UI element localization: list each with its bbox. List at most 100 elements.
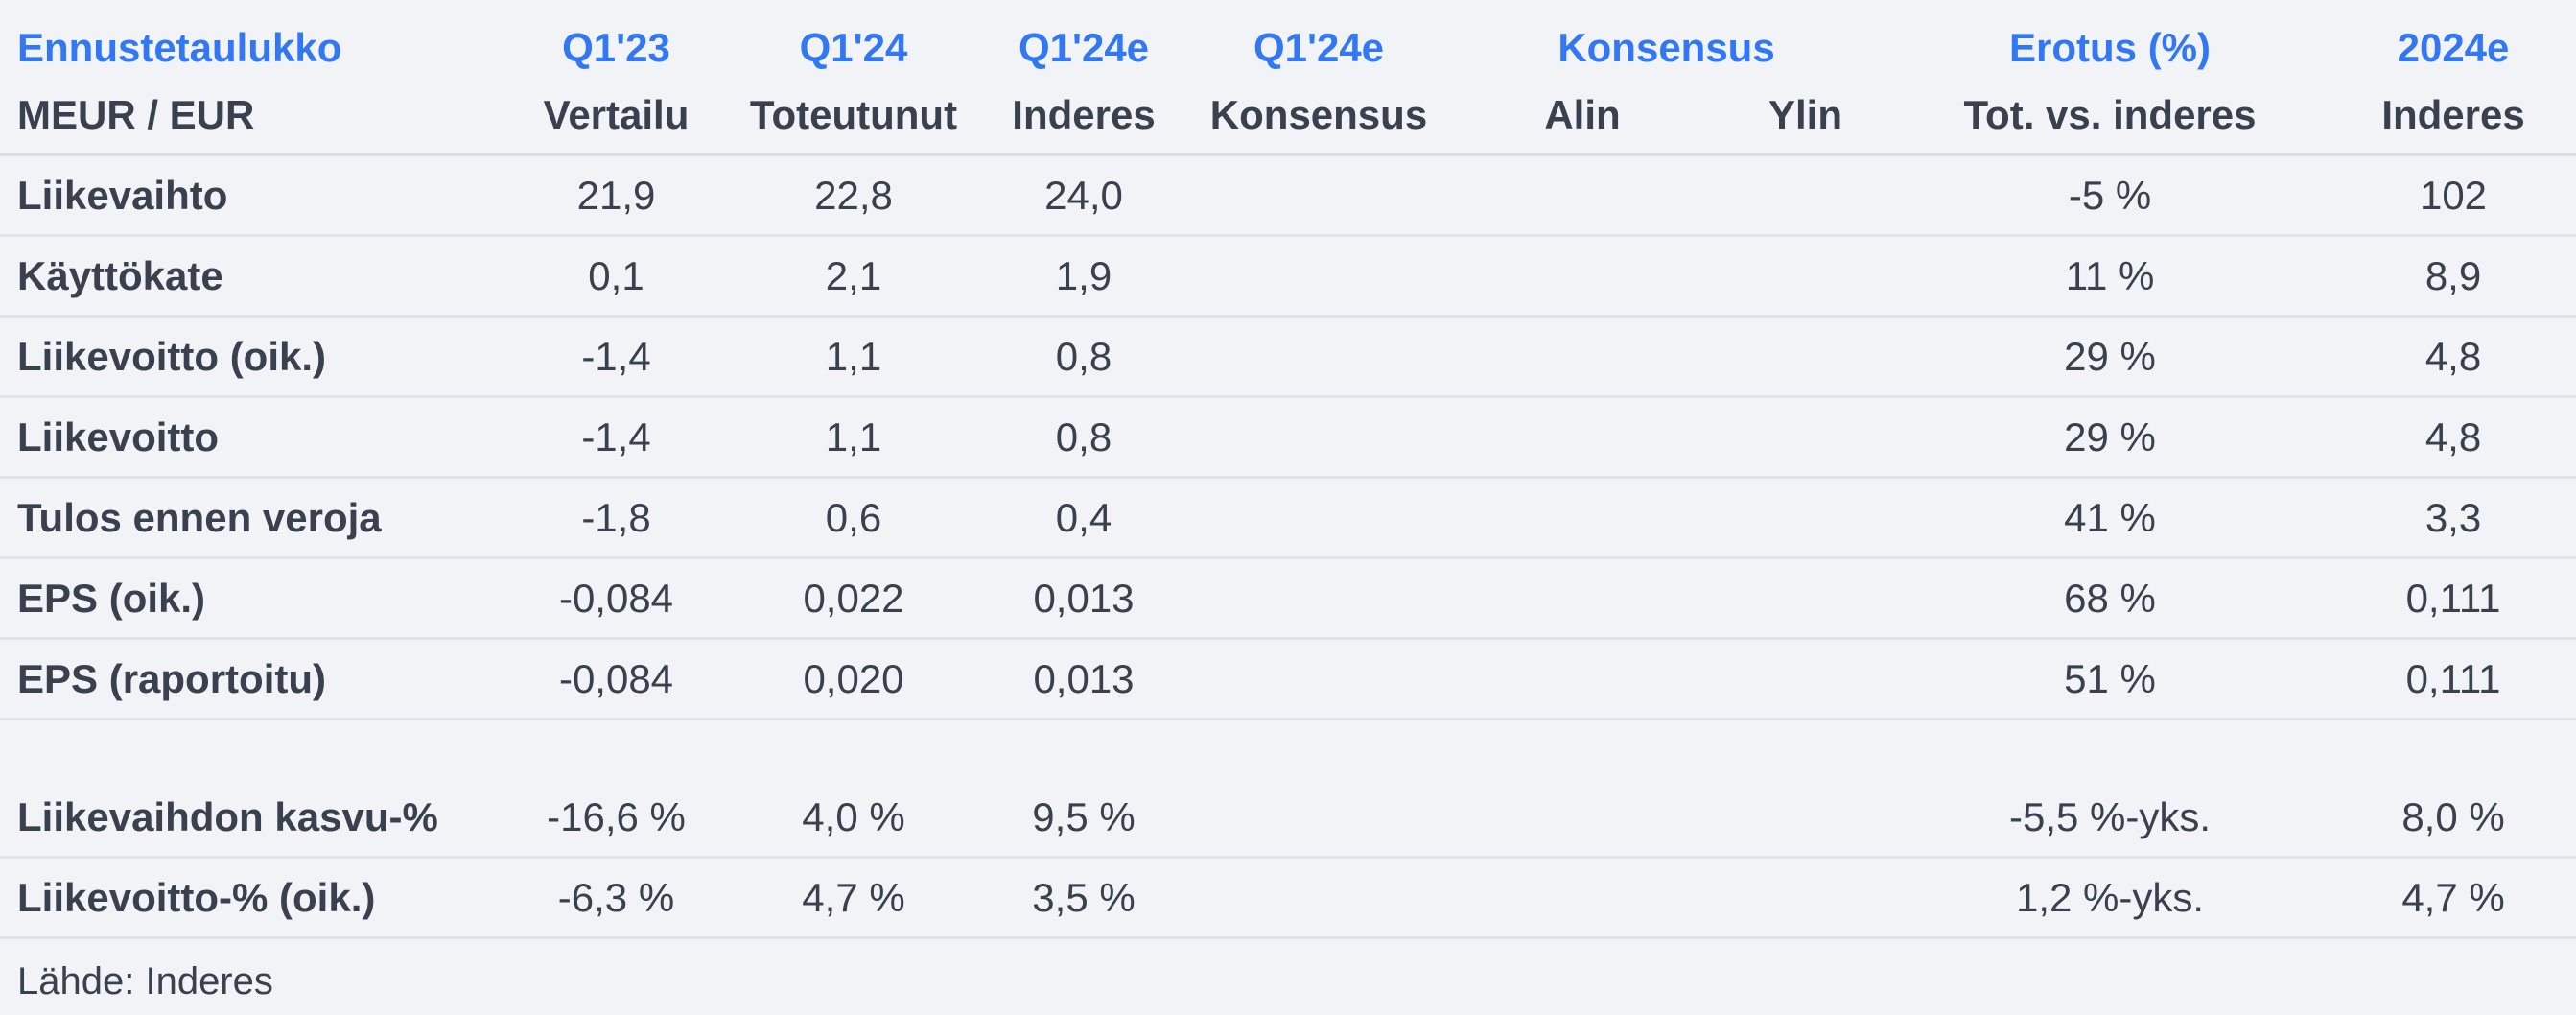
cell-value [1194,317,1443,397]
col-header-tot-vs-inderes: Tot. vs. inderes [1963,92,2257,137]
cell-value [1443,155,1721,236]
cell-value [1194,236,1443,317]
cell-value: -1,4 [581,413,651,460]
cell-value: 102 [2419,172,2488,218]
source-note: Lähde: Inderes [17,960,273,1003]
cell-value [1443,778,1721,858]
cell-value [1721,155,1889,236]
cell-value: -16,6 % [547,793,686,839]
cell-value: 1,1 [825,413,882,460]
cell-value: 9,5 % [1032,793,1136,839]
cell-value: 29 % [2064,413,2156,460]
cell-value [1721,397,1889,478]
table-row: Liikevoitto -1,4 1,1 0,8 29 % 4,8 [0,397,2576,478]
cell-value: 8,9 [2424,252,2482,298]
spacer-row [0,720,2576,779]
cell-value: 68 % [2064,575,2156,621]
cell-value: 21,9 [576,172,656,218]
cell-value: 4,7 % [802,874,905,920]
cell-value: 1,2 %-yks. [2015,874,2205,920]
cell-value: 22,8 [814,172,893,218]
forecast-table: Ennustetaulukko Q1'23 Q1'24 Q1'24e Q1'24… [0,0,2576,938]
table-row: Liikevoitto-% (oik.) -6,3 % 4,7 % 3,5 % 1,2 … [0,858,2576,938]
cell-value: -0,084 [558,575,674,621]
cell-value: -5 % [2068,172,2152,218]
col-group-q124e-inderes: Q1'24e [1018,25,1150,70]
cell-value: 3,5 % [1032,874,1136,920]
row-label: Käyttökate [17,252,223,298]
cell-value: 4,8 [2424,413,2482,460]
cell-value: -0,084 [558,655,674,701]
cell-value: 1,1 [825,333,882,379]
cell-value: 11 % [2065,252,2155,298]
table-row: Tulos ennen veroja -1,8 0,6 0,4 41 % 3,3 [0,478,2576,558]
col-header-konsensus: Konsensus [1209,92,1428,137]
cell-value: 0,013 [1033,575,1135,621]
cell-value: 0,4 [1055,494,1112,540]
cell-value: 3,3 [2424,494,2482,540]
table-header: Ennustetaulukko Q1'23 Q1'24 Q1'24e Q1'24… [0,0,2576,155]
cell-value: 0,1 [588,252,644,298]
cell-value: -6,3 % [557,874,675,920]
cell-value [1443,317,1721,397]
col-group-q124: Q1'24 [799,25,908,70]
cell-value: 24,0 [1044,172,1123,218]
row-label: Liikevaihdon kasvu-% [17,793,438,839]
cell-value: 1,9 [1055,252,1112,298]
col-header-2024e-inderes: Inderes [2381,92,2525,137]
cell-value: 4,7 % [2401,874,2505,920]
cell-value: -5,5 %-yks. [2008,793,2212,839]
col-group-q124e-konsensus: Q1'24e [1253,25,1385,70]
cell-value [1721,558,1889,639]
table-body: Liikevaihto 21,9 22,8 24,0 -5 % 102 Käyttökate… [0,155,2576,938]
table-row: Liikevaihto 21,9 22,8 24,0 -5 % 102 [0,155,2576,236]
cell-value: 4,0 % [802,793,905,839]
row-label: Liikevoitto-% (oik.) [17,874,376,920]
cell-value [1721,778,1889,858]
table-row: Käyttökate 0,1 2,1 1,9 11 % 8,9 [0,236,2576,317]
cell-value [1443,639,1721,720]
col-group-q123: Q1'23 [562,25,670,70]
cell-value: 0,020 [803,655,904,701]
cell-value [1443,236,1721,317]
cell-value [1721,317,1889,397]
cell-value: 51 % [2064,655,2156,701]
cell-value [1721,639,1889,720]
row-label: EPS (oik.) [17,575,206,621]
col-group-konsensus: Konsensus [1557,25,1775,70]
cell-value [1443,558,1721,639]
row-label: Liikevoitto (oik.) [17,333,327,379]
table-title: Ennustetaulukko [17,25,342,70]
cell-value [1194,558,1443,639]
cell-value [1194,478,1443,558]
header-row-subtitles: MEUR / EUR Vertailu Toteutunut Inderes K… [0,77,2576,155]
cell-value: 29 % [2064,333,2156,379]
table-row: Liikevoitto (oik.) -1,4 1,1 0,8 29 % 4,8 [0,317,2576,397]
cell-value: 0,6 [825,494,882,540]
col-group-erotus: Erotus (%) [2009,25,2212,70]
cell-value [1443,397,1721,478]
cell-value: 0,022 [803,575,904,621]
spacer-cell [0,720,2576,779]
cell-value: 0,8 [1055,333,1112,379]
cell-value [1443,858,1721,938]
cell-value: 8,0 % [2401,793,2505,839]
cell-value [1194,858,1443,938]
cell-value [1194,155,1443,236]
col-header-toteutunut: Toteutunut [749,92,958,137]
table-row: EPS (oik.) -0,084 0,022 0,013 68 % 0,111 [0,558,2576,639]
cell-value [1194,778,1443,858]
col-header-vertailu: Vertailu [543,92,690,137]
cell-value [1721,236,1889,317]
unit-label: MEUR / EUR [17,92,255,137]
cell-value: 4,8 [2424,333,2482,379]
row-label: Liikevoitto [17,413,220,460]
cell-value: 41 % [2064,494,2156,540]
col-group-2024e: 2024e [2397,25,2510,70]
cell-value: 0,013 [1033,655,1135,701]
header-row-periods: Ennustetaulukko Q1'23 Q1'24 Q1'24e Q1'24… [0,0,2576,77]
col-header-inderes: Inderes [1012,92,1156,137]
table-row: Liikevaihdon kasvu-% -16,6 % 4,0 % 9,5 % -5,… [0,778,2576,858]
cell-value [1194,397,1443,478]
